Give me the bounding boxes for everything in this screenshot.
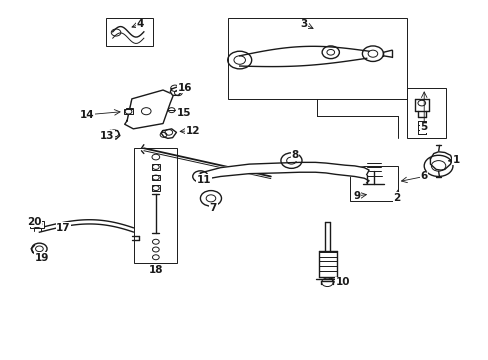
Text: 5: 5 [420, 122, 427, 132]
Text: 8: 8 [290, 150, 298, 160]
Polygon shape [124, 90, 173, 129]
Bar [125, 108, 133, 114]
Bar [151, 185, 160, 191]
Bar [30, 221, 44, 228]
Bar [151, 175, 160, 180]
Bar [227, 18, 407, 99]
Text: 20: 20 [27, 217, 42, 227]
Text: 9: 9 [353, 191, 360, 201]
Polygon shape [170, 86, 182, 95]
Text: 2: 2 [392, 193, 400, 203]
Text: 15: 15 [176, 108, 190, 118]
Bar [134, 148, 177, 263]
Polygon shape [429, 152, 451, 170]
Text: 14: 14 [80, 110, 95, 120]
Text: 4: 4 [137, 19, 144, 29]
Bar [151, 164, 160, 170]
Bar [123, 109, 133, 114]
Text: 3: 3 [300, 19, 307, 29]
Text: 16: 16 [177, 82, 191, 93]
Text: 13: 13 [100, 131, 114, 141]
Text: 1: 1 [452, 155, 459, 165]
Text: 12: 12 [185, 126, 200, 136]
Text: 18: 18 [148, 265, 163, 275]
Text: 10: 10 [335, 277, 349, 287]
Polygon shape [107, 131, 120, 139]
Bar [407, 88, 445, 138]
Bar [105, 18, 153, 46]
Polygon shape [200, 162, 368, 183]
Text: 19: 19 [35, 253, 49, 262]
Text: 7: 7 [209, 203, 217, 213]
Text: 17: 17 [56, 222, 71, 233]
Text: 6: 6 [420, 171, 427, 181]
Text: 11: 11 [196, 175, 211, 185]
Polygon shape [161, 129, 176, 138]
Bar [349, 166, 397, 201]
